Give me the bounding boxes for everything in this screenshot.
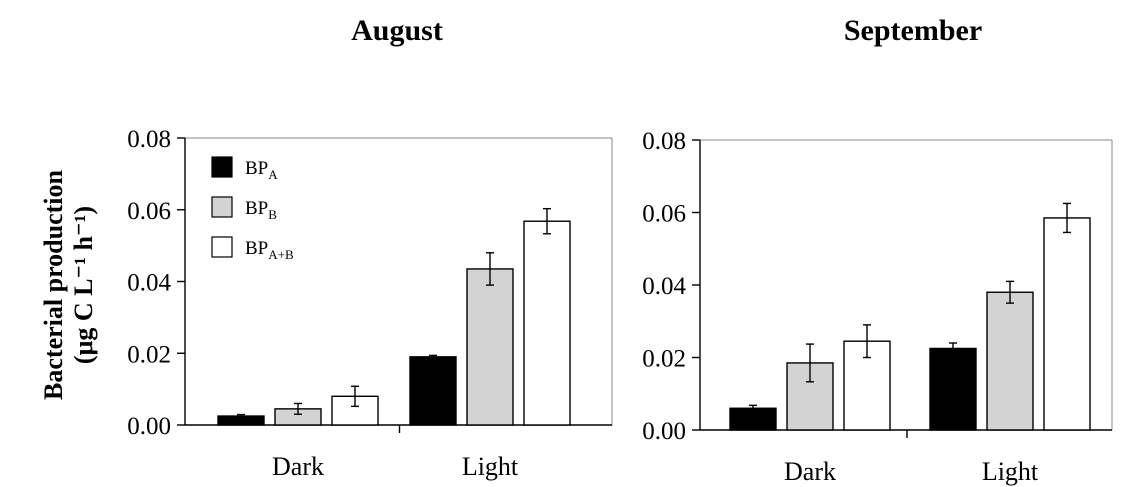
- error-bar-bpab-light-september: [1063, 202, 1071, 234]
- legend-swatch-bpb: [211, 196, 233, 218]
- legend-item-bpb: BPB: [211, 196, 277, 222]
- y-tick-label: 0.02: [642, 346, 686, 373]
- legend-item-bpab: BPA+B: [211, 236, 294, 262]
- y-axis-label-line1: Bacterial production: [39, 170, 68, 400]
- y-tick-label: 0.02: [127, 341, 171, 368]
- bar-bpa-light-september: [929, 347, 977, 431]
- error-bar-bpb-light-september: [1006, 280, 1014, 304]
- legend-item-bpa: BPA: [211, 156, 278, 182]
- y-tick-label: 0.08: [127, 126, 171, 153]
- y-tick-label: 0.04: [642, 273, 686, 300]
- error-bar-bpab-light-august: [543, 207, 551, 235]
- y-tick-label: 0.00: [642, 418, 686, 445]
- bar-bpa-light-august: [409, 356, 457, 426]
- category-label-dark: Dark: [272, 452, 324, 481]
- bar-bpb-light-september: [986, 291, 1034, 431]
- legend-label-bpab: BPA+B: [245, 238, 294, 262]
- error-bar-bpa-dark-september: [749, 404, 757, 412]
- legend: BPA BPB BPA+B: [211, 156, 294, 262]
- legend-label-bpb: BPB: [245, 198, 277, 222]
- y-tick-label: 0.08: [642, 128, 686, 155]
- error-bar-bpb-dark-august: [294, 402, 302, 415]
- legend-swatch-bpab: [211, 236, 233, 258]
- error-bar-bpa-dark-august: [237, 413, 245, 419]
- bar-bpb-light-august: [466, 268, 514, 426]
- error-bar-bpb-dark-september: [806, 343, 814, 383]
- category-label-dark: Dark: [784, 457, 836, 486]
- y-tick-label: 0.06: [642, 201, 686, 228]
- y-axis-label: Bacterial production (μg C L⁻¹ h⁻¹): [39, 170, 98, 400]
- error-bar-bpa-light-september: [949, 342, 957, 355]
- chart-title-september: September: [844, 14, 982, 47]
- bar-bpab-light-september: [1043, 217, 1091, 431]
- error-bar-bpa-light-august: [429, 354, 437, 359]
- y-tick-label: 0.04: [127, 270, 171, 297]
- error-bar-bpab-dark-august: [351, 385, 359, 408]
- chart-title-august: August: [351, 14, 443, 47]
- error-bar-bpb-light-august: [486, 252, 494, 286]
- panel-september: September 0.00 0.02 0.04 0.06 0.08 Dark Light: [642, 14, 1113, 486]
- legend-swatch-bpa: [211, 156, 233, 178]
- error-bar-bpab-dark-september: [863, 324, 871, 359]
- panel-august: August 0.00 0.02 0.04 0.06 0.08 Dark Light: [127, 14, 613, 481]
- bar-bpab-light-august: [523, 220, 571, 426]
- y-tick-label: 0.06: [127, 198, 171, 225]
- y-tick-label: 0.00: [127, 413, 171, 440]
- category-label-light: Light: [982, 457, 1039, 486]
- y-axis-label-line2: (μg C L⁻¹ h⁻¹): [69, 206, 98, 364]
- category-label-light: Light: [462, 452, 519, 481]
- legend-label-bpa: BPA: [245, 158, 278, 182]
